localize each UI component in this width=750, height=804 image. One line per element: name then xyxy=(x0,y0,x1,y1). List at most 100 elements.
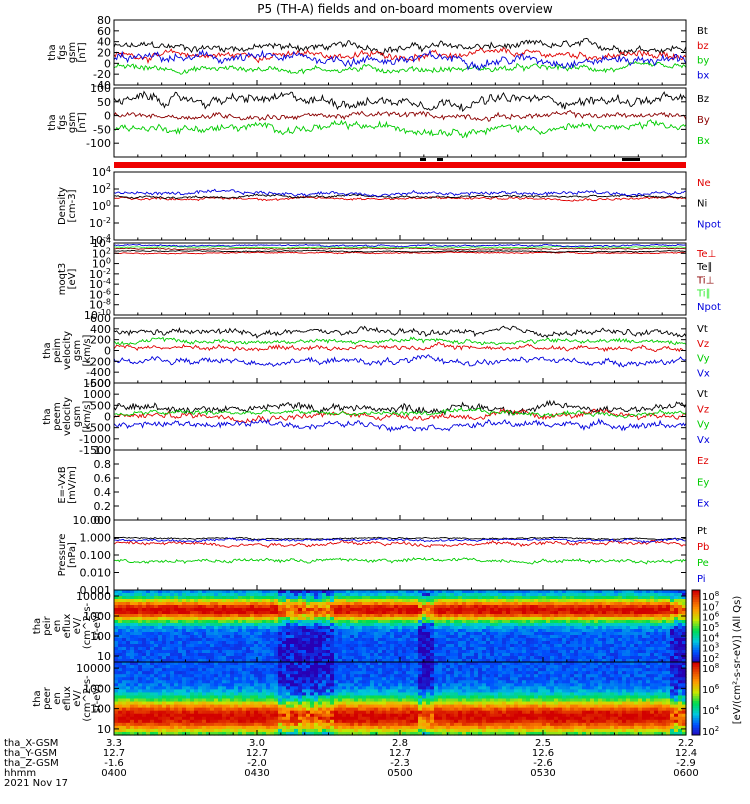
y-axis-label: [eV] xyxy=(67,269,78,290)
series-line-fgs_dsl-0 xyxy=(114,92,686,112)
y-tick-label: 0.2 xyxy=(94,500,112,513)
legend-label: Ni xyxy=(697,199,707,210)
legend-label: by xyxy=(697,56,709,67)
y-axis-label: [cm-3] xyxy=(67,189,78,222)
legend-label: bz xyxy=(697,41,709,52)
legend-label: Vt xyxy=(697,389,708,400)
panel-frame xyxy=(114,450,686,520)
legend-label: Ne xyxy=(697,178,711,189)
legend-label: Vz xyxy=(697,404,709,415)
legend-label: Vz xyxy=(697,339,709,350)
series-line-pressure-2 xyxy=(114,558,686,564)
y-axis-label: [km/s] xyxy=(82,334,93,366)
y-axis-label: [km/s] xyxy=(82,400,93,432)
panel-temperature: Te⊥Te∥Ti⊥Ti∥Npot10410210010-210-410-610-… xyxy=(57,236,721,322)
y-tick-label: 50 xyxy=(97,96,111,109)
legend-label: Pb xyxy=(697,542,709,553)
series-line-fgs-2 xyxy=(114,62,686,75)
legend-label: Ti∥ xyxy=(696,289,711,300)
legend-label: Vt xyxy=(697,324,708,335)
series-line-density-1 xyxy=(114,194,686,198)
panel-frame xyxy=(114,520,686,590)
y-tick-label: 10.000 xyxy=(73,514,112,527)
series-line-peim_velocity-2 xyxy=(114,337,686,345)
y-axis-label: [mV/m] xyxy=(67,466,78,504)
panel-frame xyxy=(114,172,686,240)
series-line-peim_velocity-1 xyxy=(114,343,686,352)
y-tick-label: 0.6 xyxy=(94,472,112,485)
legend-label: Ex xyxy=(697,499,709,510)
legend-label: Bz xyxy=(697,94,709,105)
series-line-density-2 xyxy=(114,189,686,197)
legend-label: Vy xyxy=(697,420,710,431)
legend-label: bx xyxy=(697,70,709,81)
legend-label: Bx xyxy=(697,136,710,147)
y-tick-label: 1000 xyxy=(83,388,111,401)
legend-label: Vx xyxy=(697,368,710,379)
y-tick-label: 80 xyxy=(97,14,111,27)
legend-label: Vy xyxy=(697,354,710,365)
series-line-fgs_dsl-2 xyxy=(114,120,686,138)
y-tick-label: 100 xyxy=(92,199,111,213)
y-tick-label: 10 xyxy=(97,650,111,663)
y-tick-label: 104 xyxy=(92,165,111,179)
series-line-peem_velocity-3 xyxy=(114,419,686,431)
legend-label: Te⊥ xyxy=(696,249,716,260)
y-tick-label: 500 xyxy=(90,399,111,412)
y-tick-label: 1500 xyxy=(83,377,111,390)
y-tick-label: 102 xyxy=(92,182,111,196)
legend-label: Vx xyxy=(697,435,710,446)
legend-label: Npot xyxy=(697,302,721,313)
y-tick-label: 10-2 xyxy=(89,216,111,230)
panel-pressure: PtPbPePi10.0001.0000.1000.0100.001Pressu… xyxy=(57,514,709,597)
legend-label: Te∥ xyxy=(696,262,713,273)
y-tick-label: 0 xyxy=(104,110,111,123)
legend-label: Pt xyxy=(697,526,707,537)
legend-label: Bt xyxy=(697,26,708,37)
series-line-peim_velocity-3 xyxy=(114,355,686,367)
legend-label: Npot xyxy=(697,219,721,230)
y-tick-label: -50 xyxy=(93,123,111,136)
legend-label: Ez xyxy=(697,456,709,467)
y-tick-label: 0.010 xyxy=(80,567,112,580)
series-line-temperature-1 xyxy=(114,250,686,252)
y-tick-label: 1.000 xyxy=(80,532,112,545)
y-tick-label: 1.0 xyxy=(94,444,112,457)
legend-label: By xyxy=(697,115,710,126)
series-line-peim_velocity-0 xyxy=(114,326,686,338)
y-tick-label: 0 xyxy=(104,411,111,424)
y-tick-label: 100 xyxy=(90,82,111,95)
legend-label: Ti⊥ xyxy=(696,275,714,286)
y-axis-label: [nT] xyxy=(77,42,88,62)
y-axis-label: sr-eV) xyxy=(92,611,103,640)
legend-label: Ey xyxy=(697,477,709,488)
spectrogram-peir_spec xyxy=(114,590,687,663)
y-tick-label: 0.100 xyxy=(80,549,112,562)
y-tick-label: 0.4 xyxy=(94,486,112,499)
plot-title: P5 (TH-A) fields and on-board moments ov… xyxy=(257,2,553,16)
series-line-peem_velocity-1 xyxy=(114,409,686,423)
y-tick-label: 0.8 xyxy=(94,458,112,471)
series-line-fgs_dsl-1 xyxy=(114,111,686,122)
series-line-fgs-3 xyxy=(114,51,686,71)
spectrogram-peer_spec xyxy=(114,662,687,736)
y-tick-label: 600 xyxy=(90,312,111,325)
y-axis-label: [nT] xyxy=(77,112,88,132)
legend-label: Pe xyxy=(697,558,709,569)
panel-frame xyxy=(114,88,686,157)
legend-label: Pi xyxy=(697,574,706,585)
y-axis-label: [nPa] xyxy=(67,542,78,568)
y-tick-label: -100 xyxy=(86,137,111,150)
panel-frame xyxy=(114,383,686,450)
